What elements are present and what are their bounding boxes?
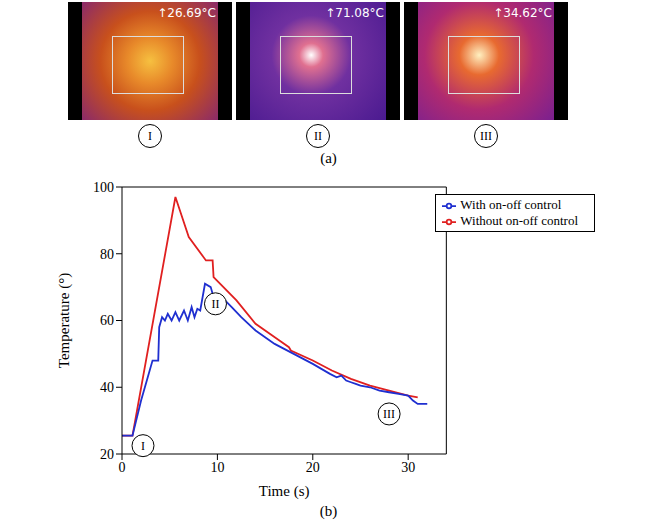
svg-text:I: I [141, 439, 145, 453]
html-text:(b): (b) [319, 503, 338, 519]
html-text:II: II [314, 129, 322, 143]
html-text:↑26.69°C: ↑26.69°C [157, 6, 216, 20]
svg-text:III: III [383, 407, 395, 421]
html-text:Without on-off control: Without on-off control [460, 213, 578, 228]
html-text:With on-off control: With on-off control [460, 197, 562, 212]
svg-text:0: 0 [119, 460, 126, 475]
svg-text:30: 30 [401, 460, 415, 475]
svg-text:20: 20 [306, 460, 320, 475]
svg-text:Time (s): Time (s) [259, 483, 310, 500]
svg-text:80: 80 [100, 247, 114, 262]
svg-text:60: 60 [100, 313, 114, 328]
svg-text:40: 40 [100, 380, 114, 395]
svg-text:II: II [211, 297, 219, 311]
svg-text:100: 100 [93, 180, 114, 195]
svg-text:10: 10 [210, 460, 224, 475]
html-text:III: III [480, 129, 492, 143]
svg-text:Temperature (°): Temperature (°) [56, 273, 73, 368]
html-text:(a): (a) [320, 150, 337, 166]
html-text:↑71.08°C: ↑71.08°C [325, 6, 384, 20]
html-text:I: I [148, 129, 152, 143]
html-text:↑34.62°C: ↑34.62°C [493, 6, 552, 20]
svg-text:20: 20 [100, 447, 114, 462]
